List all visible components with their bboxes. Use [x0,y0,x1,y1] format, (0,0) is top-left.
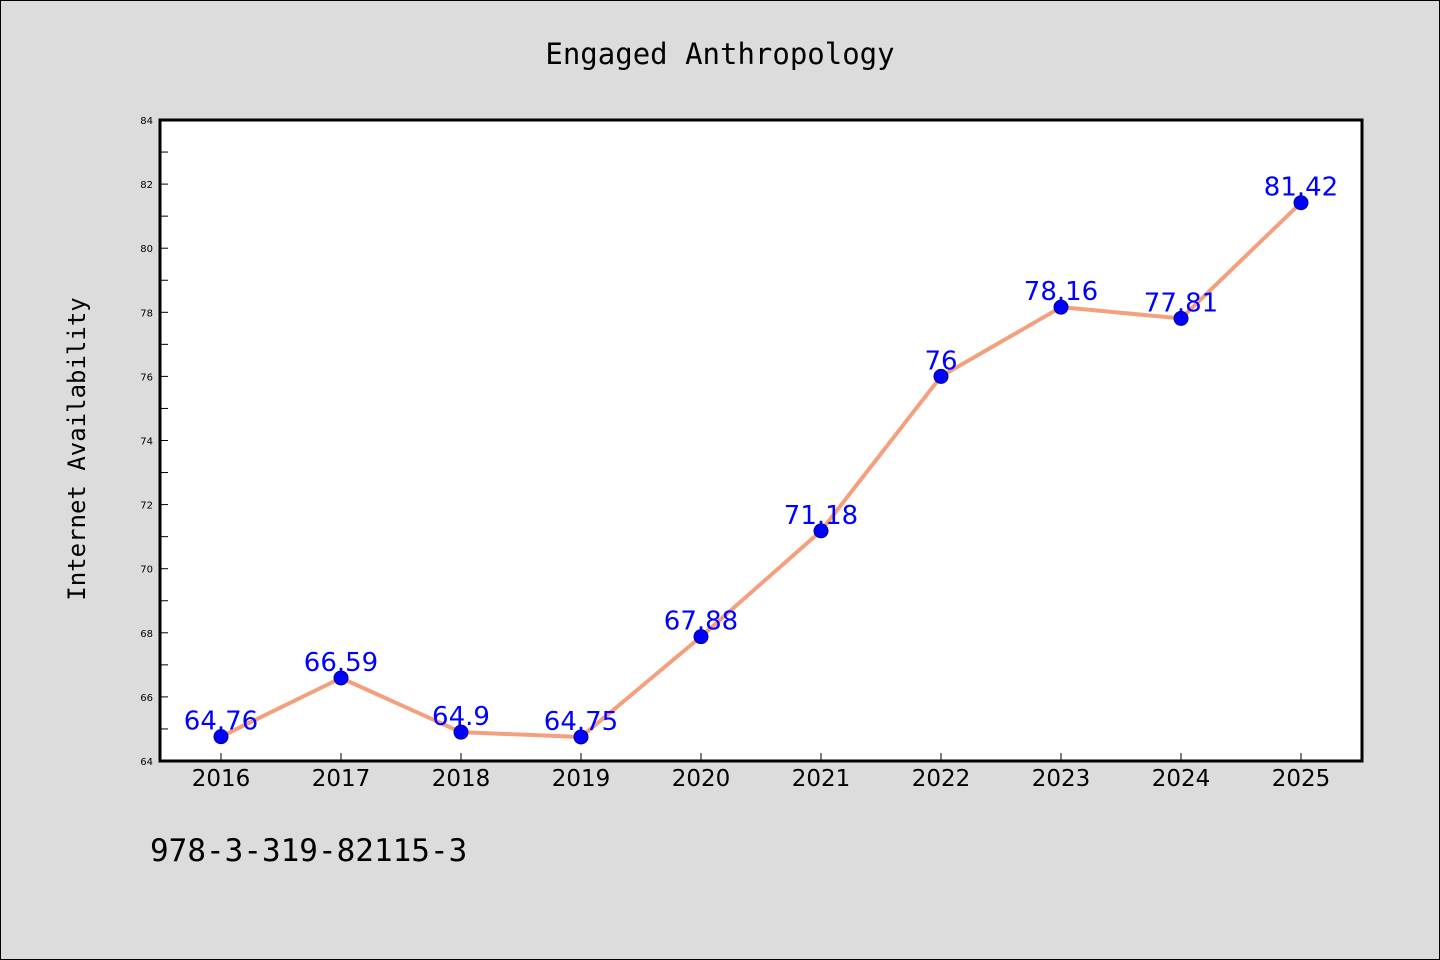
data-label: 67.88 [664,607,738,637]
data-label: 66.59 [304,648,378,678]
x-tick-label: 2020 [672,766,731,792]
x-tick-label: 2025 [1272,766,1331,792]
data-point [813,523,829,539]
data-label: 71.18 [784,501,858,531]
x-tick-label: 2017 [312,766,371,792]
y-tick-label: 82 [140,180,153,191]
y-tick-label: 78 [140,308,153,319]
data-point [1173,310,1189,326]
x-tick-label: 2019 [552,766,611,792]
data-label-layer: 64.76 66.59 64.9 64.75 67.88 71.18 76 78.16 77.8… [184,173,1338,737]
isbn-text: 978-3-319-82115-3 [150,833,468,869]
data-point [933,368,949,384]
y-tick-label: 68 [140,629,153,640]
data-label: 81.42 [1264,173,1338,203]
x-tick-label: 2021 [792,766,851,792]
marker-layer [213,195,1309,745]
y-tick-label: 74 [140,437,153,448]
y-tick-label: 70 [140,565,153,576]
x-tick-label: 2024 [1152,766,1211,792]
y-axis-label: Internet Availability [63,297,91,600]
y-tick-label: 84 [140,116,153,127]
x-tick-label: 2016 [192,766,251,792]
data-label: 76 [924,346,957,376]
data-label: 64.75 [544,707,618,737]
series-line [219,200,1303,739]
y-axis: 64 66 68 70 72 74 76 78 80 82 84 [140,116,168,768]
data-point [1293,195,1309,211]
x-tick-label: 2022 [912,766,971,792]
y-tick-label: 64 [140,757,153,768]
y-tick-label: 72 [140,501,153,512]
data-point [333,670,349,686]
chart-title: Engaged Anthropology [545,37,894,71]
plot-area [158,118,1364,763]
data-label: 64.9 [432,702,490,732]
y-tick-label: 80 [140,244,153,255]
y-tick-label: 66 [140,693,153,704]
x-tick-label: 2018 [432,766,491,792]
x-axis: 2016 2017 2018 2019 2020 2021 2022 2023 2024 2025 [192,753,1331,792]
data-label: 64.76 [184,707,258,737]
series-layer [219,200,1303,739]
data-point [453,724,469,740]
data-point [1053,299,1069,315]
x-tick-label: 2023 [1032,766,1091,792]
data-point [213,729,229,745]
data-point [573,729,589,745]
data-label: 78.16 [1024,277,1098,307]
y-tick-label: 76 [140,372,153,383]
data-label: 77.81 [1144,288,1218,318]
data-point [693,629,709,645]
